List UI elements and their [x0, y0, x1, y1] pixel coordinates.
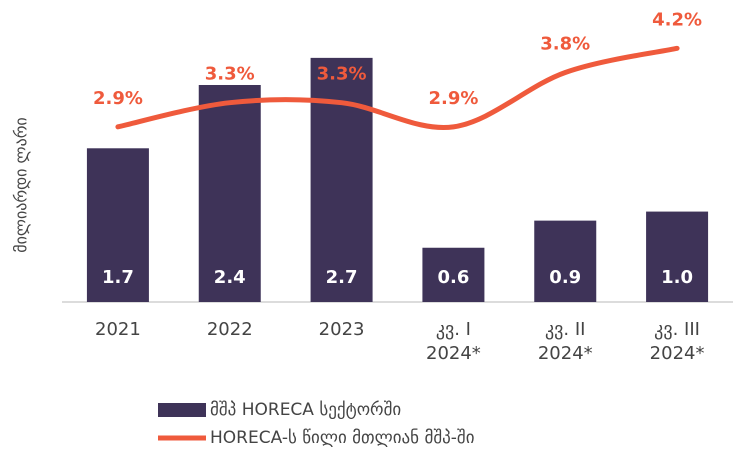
line	[115, 45, 680, 130]
line-value-label: 3.3%	[317, 64, 367, 85]
line-value-label: 2.9%	[428, 88, 478, 109]
bar	[422, 247, 485, 302]
bar	[86, 148, 149, 302]
x-tick-label: 2024*	[650, 343, 705, 364]
bar-value-label: 1.0	[661, 267, 693, 288]
x-tick-label: 2022	[207, 319, 253, 340]
legend-label: მშპ HORECA სექტორში	[210, 400, 401, 420]
legend-swatch	[158, 403, 206, 417]
x-tick-label: 2024*	[426, 343, 481, 364]
bar	[534, 220, 597, 302]
bar	[198, 84, 261, 302]
x-tick-label: 2021	[95, 319, 141, 340]
line-value-label: 4.2%	[652, 9, 702, 30]
bar-value-label: 0.9	[549, 267, 581, 288]
bar	[646, 211, 709, 302]
x-tick-label: კვ. I	[436, 319, 471, 340]
line-value-label: 3.8%	[540, 33, 590, 54]
bar-value-label: 1.7	[102, 267, 134, 288]
x-tick-label: კვ. III	[654, 319, 700, 340]
x-tick-label: 2024*	[538, 343, 593, 364]
bar-value-label: 2.4	[214, 267, 246, 288]
bar-value-label: 2.7	[326, 267, 358, 288]
legend-label: HORECA-ს წილი მთლიან მშპ-ში	[210, 428, 475, 448]
x-tick-label: 2023	[319, 319, 365, 340]
x-tick-label: კვ. II	[545, 319, 585, 340]
bar-value-label: 0.6	[437, 267, 469, 288]
bar	[310, 57, 373, 303]
line-value-label: 2.9%	[93, 88, 143, 109]
y-axis-label: მილიარდი ლარი	[12, 117, 31, 252]
line-value-label: 3.3%	[205, 64, 255, 85]
